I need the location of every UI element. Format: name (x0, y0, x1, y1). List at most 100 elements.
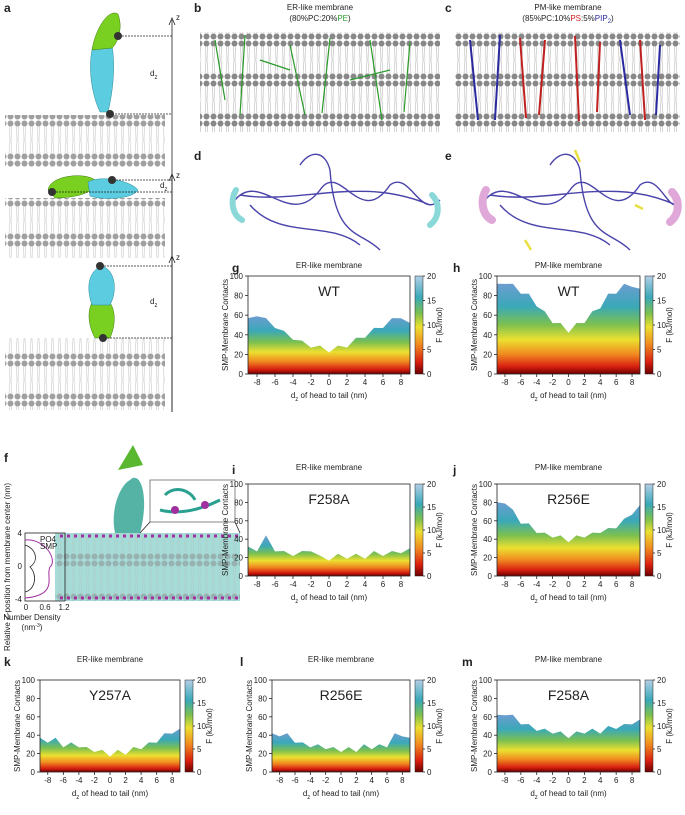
head-bead (114, 32, 122, 40)
subscript: z (154, 75, 157, 81)
x-tick-label: 2 (582, 580, 587, 589)
colorbar-tick-label: 0 (427, 768, 432, 777)
colorbar (644, 483, 654, 577)
x-tick-label: 6 (154, 776, 159, 785)
protein-detail (159, 488, 221, 514)
y-tick-label: 20 (26, 750, 35, 759)
head-bead (48, 188, 56, 196)
panel-f: f PO4 SMP 4 0 -4 0 0.6 1.2 Number Densit… (3, 445, 241, 651)
y-tick-label: 80 (234, 292, 243, 301)
protein (113, 477, 145, 533)
ps-lipids (519, 35, 646, 122)
colorbar-tick-label: 0 (657, 572, 662, 581)
x-tick-label: 8 (630, 776, 635, 785)
y-tick-label: 100 (254, 676, 268, 685)
colorbar-tick-label: 10 (427, 526, 436, 535)
colorbar-tick-label: 20 (657, 676, 666, 685)
x-tick-label: 2 (345, 580, 350, 589)
y-tick-label: 80 (234, 498, 243, 507)
subscript: z (295, 599, 298, 605)
protein (118, 445, 143, 470)
density-map (40, 728, 180, 772)
x-tick-label: 8 (630, 580, 635, 589)
colorbar-label: F (kJ/mol) (665, 708, 674, 744)
y-tick-label: 20 (483, 554, 492, 563)
y-tick-label: 0 (18, 562, 23, 571)
subscript: z (307, 795, 310, 801)
subscript: z (164, 187, 167, 193)
x-axis-label: dz of head to tail (nm) (530, 593, 607, 605)
z-axes (56, 16, 176, 412)
y-tick-label: 60 (483, 713, 492, 722)
x-tick-label: -4 (533, 580, 541, 589)
y-tick-label: 0 (488, 768, 493, 777)
x-tick-label: 0 (339, 776, 344, 785)
x-tick-label: 0 (108, 776, 113, 785)
part: (80%PC:20% (289, 14, 337, 23)
x-tick-label: -8 (501, 580, 509, 589)
panel-label: h (453, 261, 460, 275)
contact-tube (229, 187, 441, 228)
colorbar-tick-label: 0 (427, 572, 432, 581)
x-tick-label: 4 (363, 378, 368, 387)
x-tick-label: -2 (322, 776, 330, 785)
y-axis-label: SMP-Membrane Contacts (221, 484, 230, 576)
annotation: F258A (548, 687, 590, 703)
y-tick-label: 20 (234, 554, 243, 563)
legend-entry: SMP (40, 542, 57, 551)
protein (87, 178, 139, 199)
density-map (272, 733, 410, 772)
unit: ) (40, 623, 43, 632)
colorbar-tick-label: 0 (657, 370, 662, 379)
x-tick-label: 6 (614, 580, 619, 589)
colorbar-tick-label: 5 (657, 745, 662, 754)
y-axis-label: SMP-Membrane Contacts (470, 680, 479, 772)
colorbar-tick-label: 10 (427, 321, 436, 330)
x-tick-label: -4 (289, 378, 297, 387)
y-tick-label: 100 (479, 676, 493, 685)
x-tick-label: 0.6 (39, 603, 51, 612)
x-tick-label: -6 (60, 776, 68, 785)
density-curve (24, 544, 36, 593)
colorbar-label: F (kJ/mol) (435, 512, 444, 548)
y-tick-label: -4 (15, 595, 23, 604)
colorbar-tick-label: 20 (657, 480, 666, 489)
contact-tube (478, 186, 682, 226)
tail-bead (106, 110, 114, 118)
x-axis-label: dz of head to tail (nm) (72, 789, 149, 801)
x-tick-label: -6 (271, 580, 279, 589)
colorbar-tick-label: 0 (197, 768, 202, 777)
colorbar-tick-label: 15 (197, 699, 206, 708)
density-map (248, 535, 410, 576)
panel-title: PM-like membrane (535, 261, 603, 270)
symbol: d (530, 391, 534, 400)
x-tick-label: 8 (630, 378, 635, 387)
annotation: R256E (320, 687, 363, 703)
panel-label: k (4, 655, 11, 669)
tail-bead (108, 176, 116, 184)
x-tick-label: 0 (566, 776, 571, 785)
part: ) (348, 14, 351, 23)
y-tick-label: 0 (488, 572, 493, 581)
pe-lipids (214, 34, 411, 121)
y-tick-label: 40 (483, 331, 492, 340)
colorbar-tick-label: 10 (657, 526, 666, 535)
y-tick-label: 40 (26, 731, 35, 740)
y-tick-label: 40 (258, 731, 267, 740)
x-tick-label: 0 (327, 580, 332, 589)
x-tick-label: -8 (276, 776, 284, 785)
panel-label: f (4, 451, 9, 465)
y-axis-label: SMP-Membrane Contacts (221, 279, 230, 371)
distance-label: dz (150, 297, 157, 309)
panel-label: a (4, 1, 11, 15)
colorbar-tick-label: 15 (657, 297, 666, 306)
y-tick-label: 0 (488, 370, 493, 379)
composition: (85%PC:10%PS:5%PIP2) (522, 14, 614, 25)
x-tick-label: -4 (533, 776, 541, 785)
y-tick-label: 60 (483, 311, 492, 320)
part: PE (337, 14, 348, 23)
colorbar-tick-label: 15 (427, 699, 436, 708)
x-tick-label: -2 (549, 580, 557, 589)
subscript: z (154, 303, 157, 309)
membrane (5, 198, 165, 258)
